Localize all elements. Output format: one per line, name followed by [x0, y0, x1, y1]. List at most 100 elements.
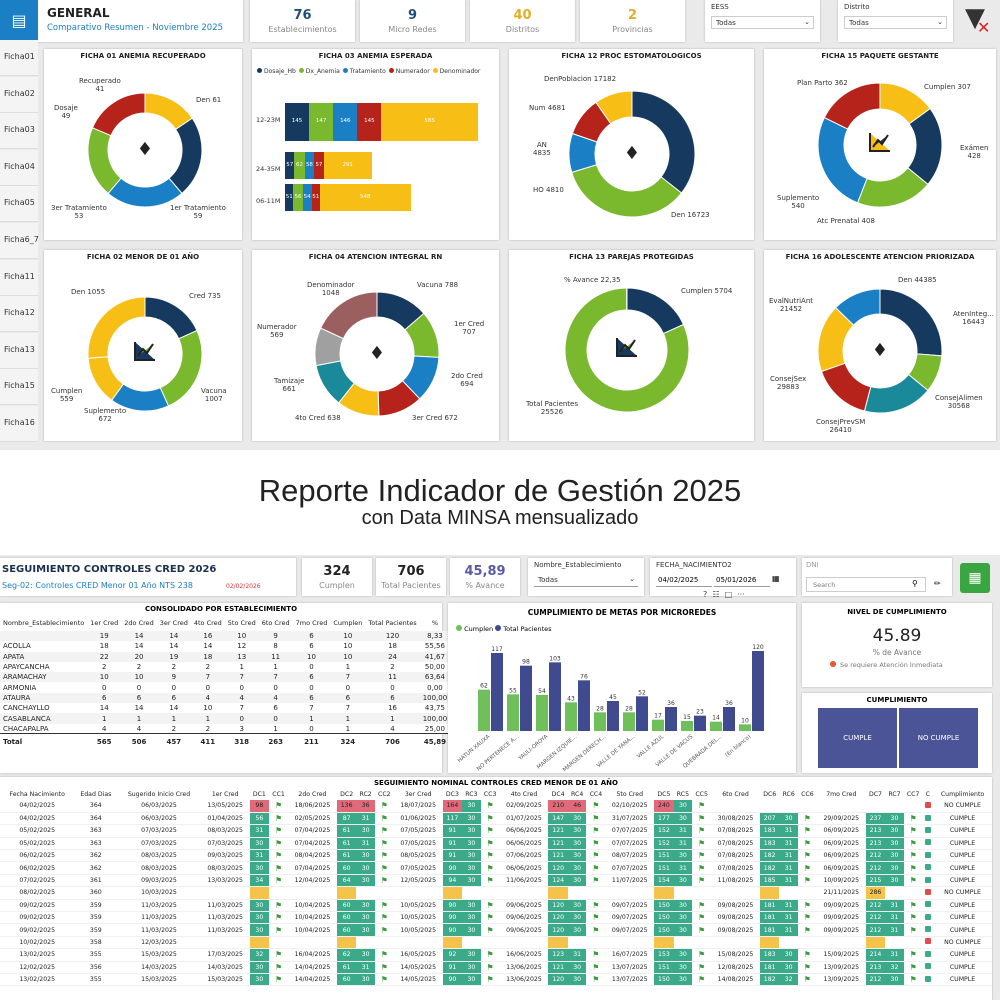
donut-slice[interactable]: [820, 362, 872, 412]
table-row[interactable]: ACOLLA 18 14 14 14 12 8 6 10 18 55,56: [0, 641, 451, 652]
bar-total-pacientes[interactable]: [520, 665, 532, 731]
eess-slicer[interactable]: EESS Todas ⌄: [705, 0, 820, 42]
table-row[interactable]: APATA 22 20 19 18 13 11 10 10 24 41,67: [0, 651, 451, 662]
bar-cumplen[interactable]: [507, 694, 519, 731]
bar-segment[interactable]: 56: [293, 184, 303, 211]
table-row[interactable]: 09/02/2025 359 11/03/2025 11/03/2025 30 ⚑ 10/0…: [0, 923, 992, 937]
bar-segment[interactable]: 57: [314, 152, 324, 179]
bar-segment[interactable]: 146: [333, 103, 358, 141]
column-header[interactable]: DC6: [763, 790, 777, 798]
cumple-tile[interactable]: CUMPLE: [818, 708, 897, 768]
tab-ficha02[interactable]: Ficha02: [0, 76, 38, 113]
bar-total-pacientes[interactable]: [636, 696, 648, 731]
column-header[interactable]: CC6: [801, 790, 814, 798]
column-header[interactable]: CC5: [695, 790, 708, 798]
column-header[interactable]: RC2: [359, 790, 372, 798]
eraser-icon[interactable]: ✏: [934, 579, 941, 588]
bar-segment[interactable]: 51: [285, 184, 294, 211]
tab-ficha03[interactable]: Ficha03: [0, 113, 38, 150]
column-header[interactable]: %: [431, 619, 439, 627]
table-row[interactable]: 13/02/2025 355 15/03/2025 15/03/2025 30 ⚑ 14/0…: [0, 973, 992, 987]
tab-ficha15[interactable]: Ficha15: [0, 369, 38, 406]
column-header[interactable]: DC1: [252, 790, 266, 798]
bar-cumplen[interactable]: [710, 721, 722, 731]
table-row[interactable]: 04/02/2025 364 06/03/2025 13/05/2025 98 ⚑ 18/0…: [0, 800, 992, 813]
donut-slice[interactable]: [564, 287, 690, 413]
bar-segment[interactable]: 585: [381, 103, 478, 141]
tab-ficha11[interactable]: Ficha11: [0, 259, 38, 296]
column-header[interactable]: RC7: [888, 790, 901, 798]
column-header[interactable]: 4to Cred: [193, 619, 222, 627]
column-header[interactable]: Cumplimiento: [940, 790, 985, 798]
help-icon[interactable]: ?: [703, 590, 708, 599]
bar-segment[interactable]: 291: [323, 152, 372, 179]
column-header[interactable]: 7mo Cred: [826, 790, 857, 798]
table-row[interactable]: 10/02/2025 358 12/03/2025 NO CUMPLE: [0, 936, 992, 950]
column-header[interactable]: 6to Cred: [261, 619, 290, 627]
bar-segment[interactable]: 548: [320, 184, 411, 211]
bar-cumplen[interactable]: [565, 702, 577, 731]
column-header[interactable]: 7mo Cred: [295, 619, 328, 627]
column-header[interactable]: Fecha Nacimiento: [9, 790, 65, 798]
fecha-slicer[interactable]: FECHA_NACIMIENTO2 04/02/2025 05/01/2026 …: [650, 558, 796, 596]
column-header[interactable]: Edad Dias: [80, 790, 112, 798]
donut-slice[interactable]: [571, 164, 683, 218]
bar-total-pacientes[interactable]: [549, 662, 561, 731]
column-header[interactable]: Nombre_Establecimiento: [3, 619, 85, 627]
table-row[interactable]: 09/02/2025 359 11/03/2025 11/03/2025 30 ⚑ 10/0…: [0, 899, 992, 913]
column-header[interactable]: 1er Cred: [90, 619, 119, 627]
tab-ficha6_7[interactable]: Ficha6_7: [0, 223, 39, 259]
column-header[interactable]: 3er Cred: [159, 619, 188, 627]
column-header[interactable]: CC3: [483, 790, 497, 798]
table-row[interactable]: 13/02/2025 355 15/03/2025 17/03/2025 32 ⚑ 16/0…: [0, 948, 992, 962]
distrito-slicer[interactable]: Distrito Todas ⌄: [838, 0, 953, 42]
donut-slice[interactable]: [168, 117, 203, 195]
more-options-icon[interactable]: ···: [737, 590, 745, 599]
column-header[interactable]: 6to Cred: [722, 790, 749, 798]
bar-total-pacientes[interactable]: [723, 707, 735, 731]
bar-total-pacientes[interactable]: [665, 707, 677, 731]
table-row[interactable]: CASABLANCA 1 1 1 1 0 0 1 1 1 100,00: [0, 713, 451, 724]
column-header[interactable]: 2do Cred: [124, 619, 154, 627]
table-row[interactable]: ATAURA 6 6 6 4 4 4 6 6 6 100,00: [0, 692, 451, 704]
bar-total-pacientes[interactable]: [491, 653, 503, 731]
clear-filter-icon[interactable]: ▼ ✕: [965, 3, 991, 37]
donut-slice[interactable]: [631, 90, 696, 194]
bar-cumplen[interactable]: [594, 712, 606, 731]
column-header[interactable]: RC4: [571, 790, 584, 798]
column-header[interactable]: RC5: [676, 790, 690, 798]
stacked-bar[interactable]: 57 62 58 57 291: [285, 152, 372, 179]
donut-slice[interactable]: [595, 90, 633, 125]
bar-cumplen[interactable]: [739, 724, 751, 731]
table-row[interactable]: APAYCANCHA 2 2 2 2 1 1 0 1 2 50,00: [0, 661, 451, 673]
tab-ficha12[interactable]: Ficha12: [0, 296, 38, 333]
focus-mode-icon[interactable]: □: [724, 590, 733, 599]
donut-slice[interactable]: [626, 287, 685, 335]
tab-ficha13[interactable]: Ficha13: [0, 332, 38, 369]
donut-slice[interactable]: [91, 92, 146, 137]
column-header[interactable]: DC2: [340, 790, 354, 798]
column-header[interactable]: 2do Cred: [298, 790, 327, 798]
donut-slice[interactable]: [87, 296, 146, 359]
eess-dropdown[interactable]: Todas ⌄: [711, 16, 814, 29]
table-row[interactable]: 08/02/2025 360 10/03/2025 21/11/2025 286 NO C…: [0, 886, 992, 900]
establecimiento-slicer[interactable]: Nombre_Establecimiento Todas ⌄: [528, 558, 644, 596]
column-header[interactable]: RC3: [465, 790, 478, 798]
bar-total-pacientes[interactable]: [694, 715, 706, 731]
excel-export-icon[interactable]: ▦: [960, 563, 990, 593]
filter-icon[interactable]: ☷: [712, 590, 720, 599]
donut-slice[interactable]: [817, 116, 868, 204]
column-header[interactable]: 1er Cred: [211, 790, 239, 798]
table-row[interactable]: 04/02/2025 364 06/03/2025 01/04/2025 56 ⚑ 02/0…: [0, 812, 992, 826]
calendar-icon[interactable]: ▦: [772, 574, 780, 583]
column-header[interactable]: CC1: [272, 790, 285, 798]
bar-segment[interactable]: 62: [294, 152, 305, 179]
column-header[interactable]: Sugerido Inicio Cred: [127, 790, 191, 798]
fecha-to-input[interactable]: 05/01/2026: [714, 574, 770, 587]
table-row[interactable]: 19 14 14 16 10 9 6 10 120 8,33: [0, 631, 451, 642]
column-header[interactable]: DC3: [445, 790, 459, 798]
donut-slice[interactable]: [834, 288, 881, 326]
tab-ficha04[interactable]: Ficha04: [0, 149, 38, 186]
table-row[interactable]: 06/02/2025 362 08/03/2025 08/03/2025 30 ⚑ 07/0…: [0, 861, 992, 875]
bar-segment[interactable]: 145: [357, 103, 382, 141]
